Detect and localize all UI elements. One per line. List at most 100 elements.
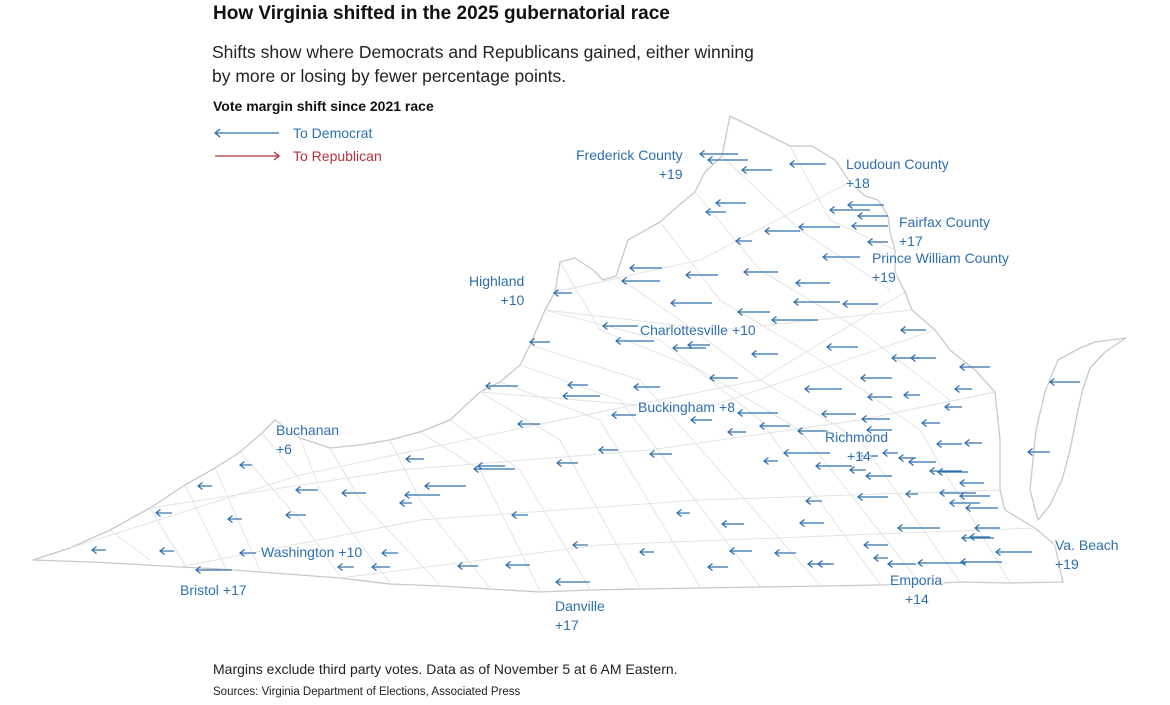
legend-item-republican: To Republican bbox=[213, 147, 382, 165]
shift-arrow bbox=[961, 534, 994, 542]
shift-arrow bbox=[629, 264, 662, 272]
shift-arrow bbox=[910, 354, 936, 362]
shift-arrow bbox=[798, 223, 840, 231]
left-arrow-icon bbox=[213, 128, 279, 138]
shift-arrow bbox=[649, 450, 672, 458]
shift-arrow bbox=[690, 416, 712, 424]
shift-arrow bbox=[774, 549, 796, 557]
shift-arrow bbox=[405, 455, 424, 463]
shift-arrow bbox=[670, 299, 712, 307]
shift-arrow bbox=[826, 343, 858, 351]
shift-arrow bbox=[863, 541, 888, 549]
shift-arrow bbox=[473, 465, 515, 473]
shift-arrow bbox=[485, 382, 518, 390]
shift-arrow bbox=[949, 499, 980, 507]
shift-arrow bbox=[195, 566, 232, 574]
map-label-prince-william: Prince William County +19 bbox=[872, 250, 1009, 285]
shift-arrow bbox=[159, 547, 174, 555]
shift-arrow bbox=[851, 222, 888, 230]
shift-arrow bbox=[959, 363, 990, 371]
shift-arrow bbox=[867, 393, 892, 401]
shift-arrow bbox=[797, 427, 828, 435]
shift-arrow bbox=[873, 554, 888, 562]
shift-arrow bbox=[477, 462, 505, 470]
shift-arrow bbox=[155, 509, 172, 517]
shift-arrow bbox=[337, 563, 354, 571]
shift-arrow bbox=[735, 237, 752, 245]
shift-arrow bbox=[799, 519, 824, 527]
shift-arrow bbox=[771, 316, 818, 324]
shift-arrow bbox=[866, 426, 892, 434]
shift-arrow bbox=[91, 546, 106, 554]
shift-arrow bbox=[908, 458, 936, 466]
shift-arrow bbox=[807, 560, 830, 568]
shift-arrow bbox=[861, 415, 890, 423]
shift-arrow bbox=[937, 468, 968, 476]
shift-arrow bbox=[639, 548, 654, 556]
map-label-frederick: Frederick County +19 bbox=[576, 147, 683, 182]
shift-arrow bbox=[721, 520, 744, 528]
shift-arrow bbox=[829, 206, 870, 214]
shift-arrow bbox=[849, 466, 866, 474]
shift-arrow bbox=[197, 482, 212, 490]
shift-arrow bbox=[457, 562, 478, 570]
shift-arrow bbox=[687, 341, 710, 349]
shift-arrow bbox=[737, 308, 770, 316]
footnote: Margins exclude third party votes. Data … bbox=[213, 661, 678, 677]
map-label-emporia: Emporia +14 bbox=[890, 572, 943, 607]
shift-arrow bbox=[727, 428, 746, 436]
shift-arrow bbox=[729, 547, 752, 555]
shift-arrow bbox=[737, 409, 778, 417]
shift-arrow bbox=[505, 561, 530, 569]
shift-arrow bbox=[707, 563, 728, 571]
shift-arrow bbox=[793, 298, 840, 306]
shift-arrow bbox=[1049, 378, 1080, 386]
shift-arrow bbox=[954, 385, 972, 393]
shift-arrow bbox=[815, 462, 852, 470]
chart-subtitle: Shifts show where Democrats and Republic… bbox=[212, 42, 754, 86]
shift-arrow bbox=[685, 271, 718, 279]
shift-arrow bbox=[804, 385, 842, 393]
shift-arrow bbox=[964, 439, 982, 447]
shift-arrow bbox=[944, 403, 962, 411]
shift-arrow bbox=[842, 300, 878, 308]
shift-arrow bbox=[371, 563, 390, 571]
shift-arrow bbox=[707, 156, 748, 164]
shift-arrow bbox=[743, 268, 778, 276]
shift-arrow bbox=[969, 533, 990, 541]
shift-arrow bbox=[239, 461, 252, 469]
map-label-washington: Washington +10 bbox=[261, 544, 363, 560]
shift-arrow bbox=[381, 549, 398, 557]
shift-arrow bbox=[921, 419, 940, 427]
map-label-charlottesville: Charlottesville +10 bbox=[640, 322, 756, 338]
shift-arrow bbox=[602, 322, 638, 330]
shift-arrow bbox=[882, 449, 898, 457]
shift-arrow bbox=[529, 338, 550, 346]
shift-arrow bbox=[887, 560, 916, 568]
map-label-richmond: Richmond +14 bbox=[825, 429, 889, 464]
shift-arrow bbox=[759, 422, 790, 430]
legend-label-democrat: To Democrat bbox=[293, 125, 373, 141]
shift-arrow bbox=[939, 489, 976, 497]
shift-arrow bbox=[936, 440, 962, 448]
map-label-buckingham: Buckingham +8 bbox=[638, 399, 736, 415]
shift-arrow bbox=[699, 150, 738, 158]
sources: Sources: Virginia Department of Election… bbox=[213, 686, 521, 698]
shift-arrow bbox=[399, 499, 412, 507]
legend-item-democrat: To Democrat bbox=[213, 124, 372, 142]
shift-arrow bbox=[553, 289, 572, 297]
shift-arrow bbox=[995, 548, 1032, 556]
shift-arrow bbox=[847, 201, 884, 209]
shift-arrow bbox=[821, 410, 856, 418]
shift-arrow bbox=[783, 449, 830, 457]
shift-arrow bbox=[900, 326, 926, 334]
shift-arrow bbox=[285, 511, 306, 519]
shift-arrow bbox=[567, 381, 588, 389]
shift-arrow bbox=[598, 446, 618, 454]
shift-arrow bbox=[676, 509, 690, 517]
shift-arrow bbox=[572, 541, 588, 549]
shift-arrow bbox=[860, 374, 892, 382]
map-label-va-beach: Va. Beach +19 bbox=[1055, 537, 1119, 572]
shift-arrows bbox=[91, 150, 1080, 586]
shift-arrow bbox=[903, 391, 920, 399]
